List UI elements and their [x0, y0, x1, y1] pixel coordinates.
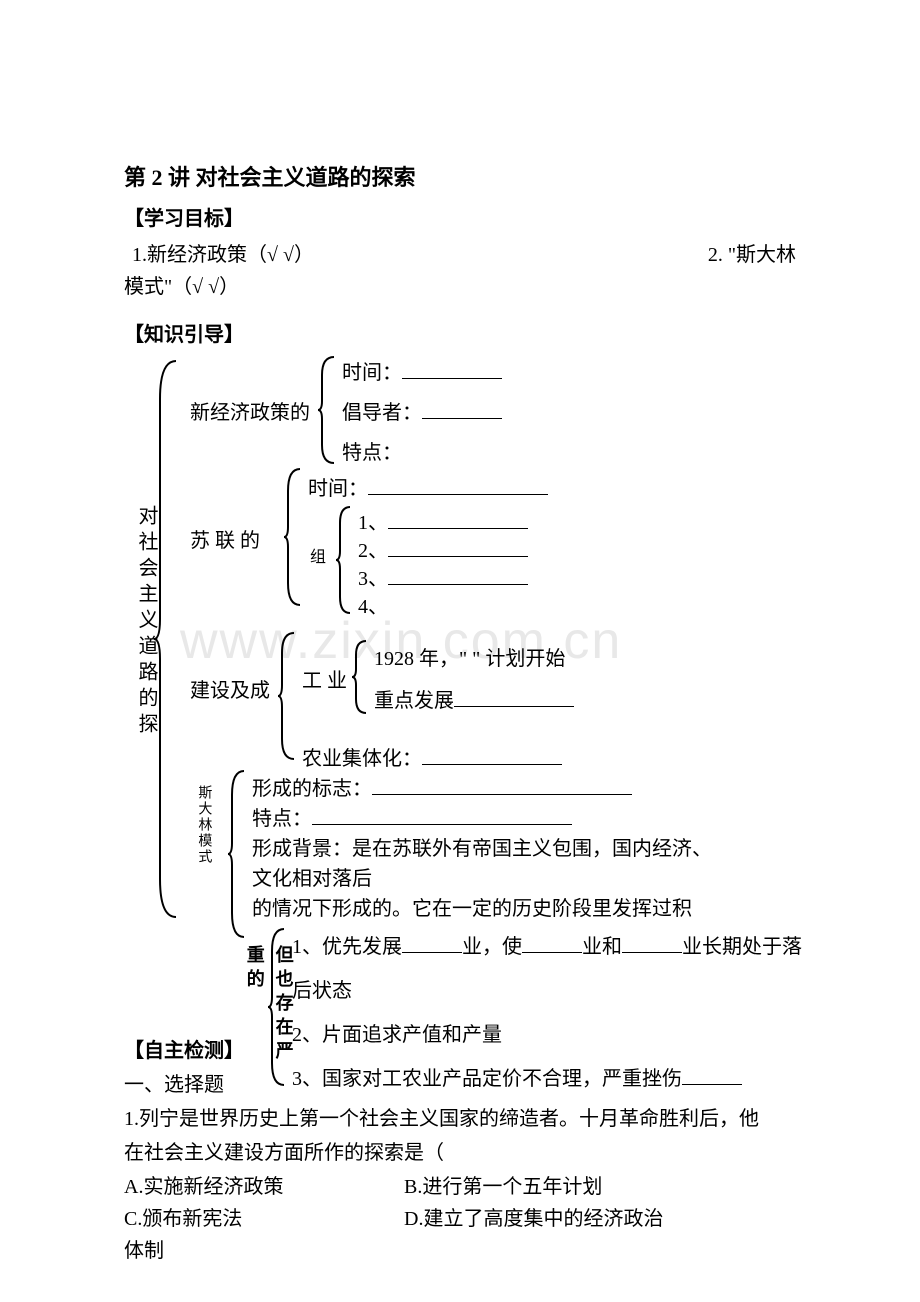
b1-leader: 倡导者： — [342, 397, 502, 429]
branch4-brace — [228, 769, 248, 939]
q1-optD2: 体制 — [124, 1235, 796, 1267]
objective-2b: 模式"（√ √） — [124, 271, 796, 303]
b4-l1: 形成的标志： — [252, 773, 632, 805]
b3-sub-label: 工 业 — [302, 665, 347, 697]
b4-bg1: 形成背景：是在苏联外有帝国主义包围，国内经济、 — [252, 833, 712, 865]
b2-i4: 4、 — [358, 591, 388, 623]
root-brace — [154, 359, 182, 919]
branch3-label: 建设及成 — [190, 675, 270, 707]
branch3-brace — [278, 631, 298, 761]
b2-sub: 组 — [310, 545, 326, 571]
q1-optB: B.进行第一个五年计划 — [404, 1171, 602, 1203]
b1-time: 时间： — [342, 357, 502, 389]
objectives-block: 1.新经济政策（√ √） 2. "斯大林 模式"（√ √） — [124, 239, 796, 303]
branch3-sub-brace — [352, 639, 370, 715]
q1-optA: A.实施新经济政策 — [124, 1171, 404, 1203]
b3-i2: 重点发展 — [374, 685, 574, 717]
b4-bg2: 文化相对落后 — [252, 863, 372, 895]
document-content: 第 2 讲 对社会主义道路的探索 【学习目标】 1.新经济政策（√ √） 2. … — [124, 160, 796, 1267]
lesson-title: 第 2 讲 对社会主义道路的探索 — [124, 160, 796, 195]
objectives-heading: 【学习目标】 — [124, 203, 796, 235]
q1-optC: C.颁布新宪法 — [124, 1203, 404, 1235]
b5-i3: 3、国家对工农业产品定价不合理，严重挫伤 — [292, 1063, 742, 1095]
b4-bg3: 的情况下形成的。它在一定的历史阶段里发挥过积 — [252, 893, 712, 925]
knowledge-heading: 【知识引导】 — [124, 319, 796, 351]
b5-i1a: 1、优先发展业，使业和业长期处于落 — [292, 931, 802, 963]
q1-line1: 1.列宁是世界历史上第一个社会主义国家的缔造者。十月革命胜利后，他 — [124, 1103, 796, 1135]
q1-optD: D.建立了高度集中的经济政治 — [404, 1203, 663, 1235]
branch5-brace — [268, 927, 288, 1087]
b3-i1: 1928 年，" " 计划开始 — [374, 643, 565, 675]
b1-feature: 特点： — [342, 437, 402, 469]
b3-extra: 农业集体化： — [302, 743, 562, 775]
b2-time: 时间： — [308, 473, 548, 505]
b4-l2: 特点： — [252, 803, 572, 835]
b5-i1b: 后状态 — [292, 975, 352, 1007]
objective-2a: 2. "斯大林 — [708, 239, 796, 271]
b5-i2: 2、片面追求产值和产量 — [292, 1019, 502, 1051]
objective-1: 1.新经济政策（√ √） — [132, 239, 314, 271]
q1-line2: 在社会主义建设方面所作的探索是（ — [124, 1137, 796, 1169]
branch1-label: 新经济政策的 — [190, 397, 310, 429]
knowledge-tree: 对社会主义道路的探 新经济政策的 时间： 倡导者： 特点： 苏 联 的 时间： … — [124, 355, 796, 1075]
branch2-label: 苏 联 的 — [190, 525, 260, 557]
branch2-brace — [284, 467, 304, 607]
branch1-brace — [318, 355, 338, 465]
branch4-vlabel: 斯大林模式 — [192, 785, 214, 865]
branch2-sub-brace — [336, 505, 354, 615]
